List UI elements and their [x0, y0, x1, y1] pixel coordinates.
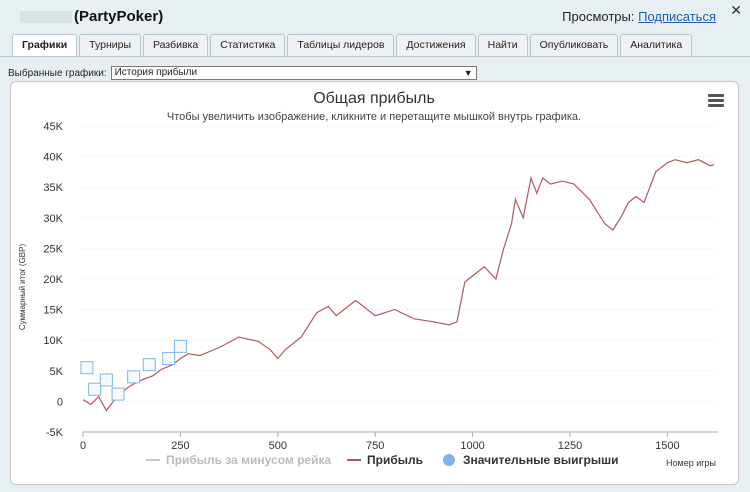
big-win-marker: [88, 382, 102, 396]
tab-achievements[interactable]: Достижения: [396, 34, 476, 56]
chart-title: Общая прибыль: [313, 90, 435, 107]
legend-label: Прибыль за минусом рейка: [166, 453, 331, 467]
y-tick-label: 45K: [43, 121, 63, 133]
tab-publish[interactable]: Опубликовать: [529, 34, 619, 56]
tab-breakdown[interactable]: Разбивка: [143, 34, 209, 56]
chart-selector-label: Выбранные графики:: [8, 67, 107, 79]
profit-chart[interactable]: Общая прибыль Чтобы увеличить изображени…: [11, 82, 738, 484]
legend-label: Значительные выигрыши: [463, 453, 619, 467]
redacted-name: [20, 11, 72, 24]
tab-statistics[interactable]: Статистика: [210, 34, 286, 56]
big-win-marker: [142, 358, 156, 372]
legend-item-2[interactable]: Значительные выигрыши: [443, 453, 619, 467]
x-tick-label: 1500: [655, 440, 679, 452]
y-tick-label: -5K: [46, 427, 64, 439]
player-name-text: (PartyPoker): [74, 8, 164, 25]
x-tick-label: 1000: [460, 440, 484, 452]
x-tick-label: 1250: [558, 440, 582, 452]
chart-subtitle: Чтобы увеличить изображение, кликните и …: [167, 111, 581, 123]
close-icon[interactable]: ✕: [730, 2, 742, 18]
chart-selector-row: Выбранные графики: История прибыли ▼: [8, 66, 477, 80]
y-tick-label: 10K: [43, 335, 63, 347]
y-tick-label: 40K: [43, 152, 63, 164]
chevron-down-icon: ▼: [463, 68, 473, 78]
big-win-marker: [173, 339, 187, 353]
y-axis-label: Суммарный итог (GBP): [18, 244, 27, 331]
views: Просмотры: Подписаться: [562, 9, 716, 24]
y-tick-label: 20K: [43, 274, 63, 286]
legend-dot-icon: [443, 454, 455, 466]
legend: Прибыль за минусом рейка Прибыль Значитель…: [146, 453, 619, 467]
y-tick-label: 25K: [43, 243, 63, 255]
x-tick-label: 500: [269, 440, 287, 452]
x-axis-label: Номер игры: [666, 458, 716, 468]
tab-analytics[interactable]: Аналитика: [620, 34, 693, 56]
legend-item-1[interactable]: Прибыль: [347, 453, 423, 467]
y-tick-label: 35K: [43, 182, 63, 194]
y-tick-label: 30K: [43, 213, 63, 225]
views-label: Просмотры:: [562, 9, 635, 24]
x-tick-label: 250: [171, 440, 189, 452]
y-tick-label: 15K: [43, 305, 63, 317]
axis-ticks: -5K 0 5K 10K 15K 20K 25K 30K 35K 40K 45K 0 250 500 750…: [43, 121, 679, 452]
legend-label: Прибыль: [367, 453, 423, 467]
hamburger-menu-icon[interactable]: [708, 94, 724, 107]
big-win-marker: [80, 361, 94, 375]
big-win-marker: [127, 370, 141, 384]
big-win-marker: [99, 373, 113, 387]
subscribe-link[interactable]: Подписаться: [638, 9, 716, 24]
big-win-marker: [111, 387, 125, 401]
header: (PartyPoker) Просмотры: Подписаться ✕: [0, 0, 750, 34]
grid: [83, 125, 718, 433]
profit-series-line: [82, 159, 715, 412]
tab-find[interactable]: Найти: [477, 34, 528, 56]
tab-bar: Графики Турниры Разбивка Статистика Табл…: [12, 34, 693, 57]
player-name: (PartyPoker): [20, 8, 163, 25]
x-tick-label: 750: [366, 440, 384, 452]
chart-selector-value: История прибыли: [114, 67, 198, 78]
big-win-marker: [162, 352, 176, 366]
legend-item-0[interactable]: Прибыль за минусом рейка: [146, 453, 331, 467]
tab-graphs[interactable]: Графики: [12, 34, 78, 57]
chart-selector[interactable]: История прибыли ▼: [110, 66, 477, 80]
series: [80, 159, 715, 412]
y-tick-label: 0: [57, 396, 63, 408]
y-tick-label: 5K: [50, 366, 64, 378]
tab-tournaments[interactable]: Турниры: [79, 34, 142, 56]
tab-leaderboards[interactable]: Таблицы лидеров: [287, 34, 395, 56]
x-tick-label: 0: [80, 440, 86, 452]
chart-panel[interactable]: Общая прибыль Чтобы увеличить изображени…: [10, 81, 739, 485]
tab-divider: [0, 56, 750, 57]
